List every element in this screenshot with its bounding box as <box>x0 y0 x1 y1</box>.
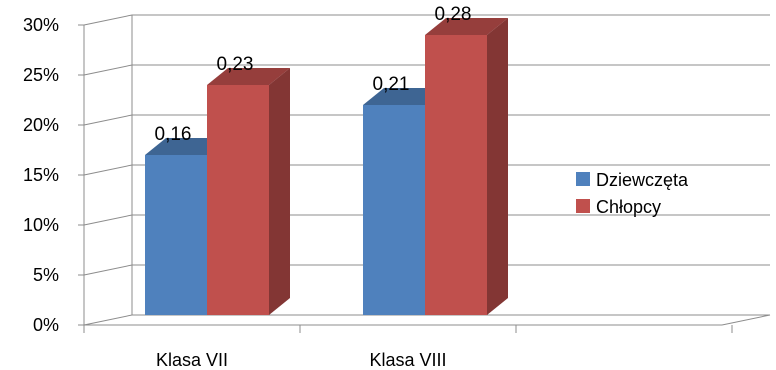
data-label: 0,28 <box>435 4 472 25</box>
legend-swatch <box>576 199 590 213</box>
legend-label: Dziewczęta <box>596 170 689 190</box>
y-tick-label: 10% <box>23 215 59 235</box>
y-tick-label: 25% <box>23 65 59 85</box>
bar-top-1-0 <box>207 68 290 85</box>
bar-front-1-1 <box>425 35 487 315</box>
gridline <box>83 164 770 176</box>
y-axis-ticks: 0% 5% 10% 15% 20% 25% 30% <box>23 15 84 335</box>
y-tick-label: 0% <box>33 315 59 335</box>
bars <box>145 18 508 315</box>
y-tick-label: 20% <box>23 115 59 135</box>
bar-top-1-1 <box>425 18 508 35</box>
data-label: 0,21 <box>373 74 410 95</box>
bar-side-1-0 <box>269 68 290 315</box>
gridline <box>83 264 770 276</box>
gridlines <box>83 14 770 326</box>
y-tick-label: 5% <box>33 265 59 285</box>
gridline <box>83 314 770 326</box>
bar-front-0-0 <box>145 155 207 315</box>
bar-front-1-0 <box>207 85 269 315</box>
x-category-label: Klasa VII <box>156 350 228 370</box>
x-axis-categories: Klasa VII Klasa VIII <box>83 325 733 370</box>
legend: Dziewczęta Chłopcy <box>576 170 689 217</box>
legend-swatch <box>576 172 590 186</box>
y-tick-label: 30% <box>23 15 59 35</box>
x-category-label: Klasa VIII <box>369 350 446 370</box>
data-labels: 0,16 0,23 0,21 0,28 <box>155 4 472 145</box>
gridline <box>83 214 770 226</box>
gridline <box>83 64 770 76</box>
bar-front-0-1 <box>363 105 425 315</box>
legend-label: Chłopcy <box>596 197 661 217</box>
data-label: 0,16 <box>155 124 192 145</box>
data-label: 0,23 <box>217 54 254 75</box>
floor-right-edge <box>721 314 771 326</box>
gridline <box>83 114 770 126</box>
y-tick-label: 15% <box>23 165 59 185</box>
gridline <box>83 14 770 26</box>
bar-side-1-1 <box>487 18 508 315</box>
